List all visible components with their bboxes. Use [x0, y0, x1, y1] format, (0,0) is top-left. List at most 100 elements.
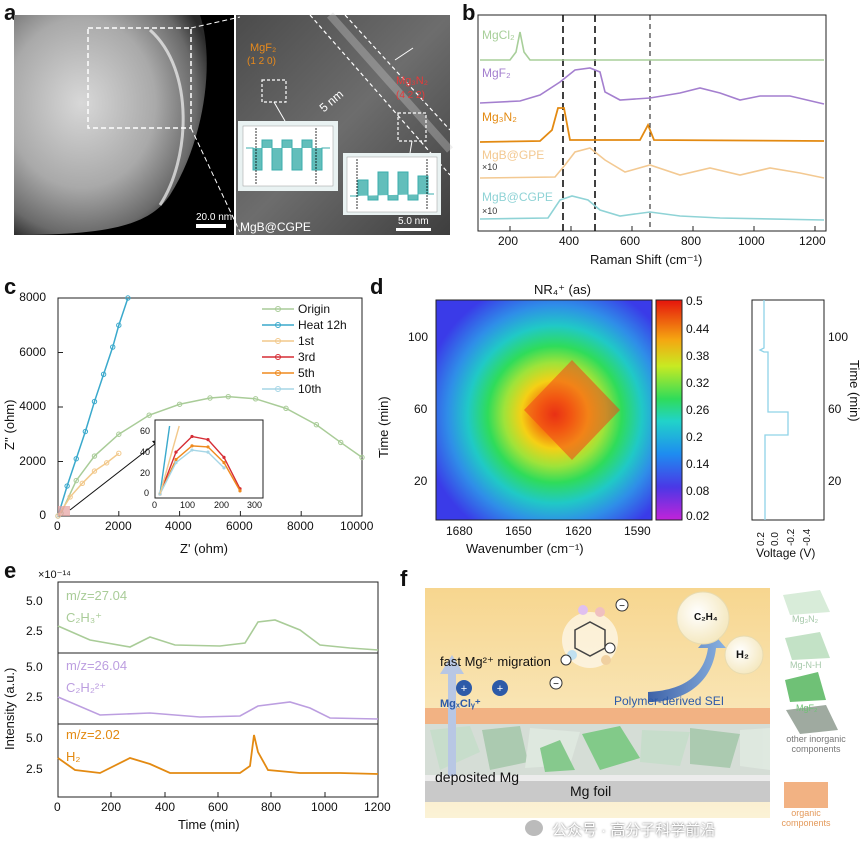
- e-trace-h2: [57, 734, 379, 775]
- c-series-point: [64, 483, 70, 489]
- e-name-c2h2: C₂H₂²⁺: [66, 680, 107, 695]
- mg3n2-plane: (4 2 2): [396, 90, 425, 101]
- c-inset-point: [222, 461, 226, 465]
- cbar-0.38: 0.38: [686, 349, 710, 363]
- legend-mgb-cgpe: MgB@CGPE: [482, 190, 553, 204]
- c-series-point: [313, 422, 320, 428]
- cbar-0.02: 0.02: [686, 509, 710, 523]
- svg-text:+: +: [497, 683, 503, 695]
- curved-arrow: [648, 632, 726, 702]
- sample-caption: MgB@CGPE: [240, 220, 311, 234]
- c-inset-xtick-0: 0: [152, 500, 158, 510]
- c-inset-point: [174, 461, 178, 465]
- raman-mgb-gpe: [479, 147, 825, 179]
- d-ytick-60: 60: [414, 402, 428, 416]
- e-xtick-400: 400: [155, 800, 176, 814]
- d-xtick-1590: 1590: [624, 524, 651, 538]
- b-xtick-1000: 1000: [738, 234, 765, 248]
- cation-icon: [456, 680, 472, 696]
- c-inset-ytick-20: 20: [140, 468, 151, 478]
- migration-arrow: [448, 670, 456, 776]
- e-ytick-25-b: 2.5: [26, 690, 43, 704]
- profile-inset-1: [242, 125, 334, 187]
- panel-label-f: f: [400, 566, 408, 591]
- c-inset-point: [222, 455, 226, 459]
- cation-icon-2: [492, 680, 508, 696]
- c-series-point: [359, 454, 365, 461]
- b-xtick-600: 600: [620, 234, 641, 248]
- panel-label-a: a: [4, 0, 17, 25]
- d-ytick-100: 100: [408, 330, 429, 344]
- c-inset-point: [206, 450, 210, 454]
- wechat-icon: [525, 820, 543, 836]
- h2-label: H₂: [736, 649, 749, 661]
- svg-text:+: +: [461, 683, 467, 695]
- polymer-molecule-icon: − −: [549, 598, 629, 690]
- c-series-line: [57, 297, 129, 517]
- sei-label: Polymer-derived SEI: [614, 694, 725, 708]
- cbar-0.26: 0.26: [686, 403, 710, 417]
- c-series-point: [91, 398, 98, 405]
- voltage-profile: [758, 300, 789, 520]
- c-xtick-6000: 6000: [226, 519, 253, 533]
- e-ytick-5-c: 5.0: [26, 731, 43, 745]
- c-legend-lines: [262, 306, 294, 392]
- f-legend-mgnh: Mg-N-H: [790, 660, 822, 670]
- raman-mg3n2: [479, 107, 825, 143]
- raman-mgb-cgpe: [479, 195, 825, 221]
- c-series-point: [100, 371, 107, 377]
- d-xlabel: Wavenumber (cm⁻¹): [466, 541, 584, 556]
- e-trace-c2h2: [57, 696, 379, 720]
- e-mz-27: m/z=27.04: [66, 588, 128, 603]
- deposited-label: deposited Mg: [435, 769, 520, 785]
- c-series-point: [110, 344, 116, 350]
- c-xtick-10000: 10000: [340, 519, 374, 533]
- mg-foil: [425, 778, 770, 802]
- e-xtick-800: 800: [261, 800, 282, 814]
- c-inset-point: [206, 445, 210, 449]
- c-inset-ytick-40: 40: [140, 447, 151, 457]
- migration-label: fast Mg²⁺ migration: [440, 654, 551, 669]
- f-legend-organic: organic components: [781, 808, 831, 828]
- c-series-point: [79, 480, 86, 486]
- e-xtick-1000: 1000: [311, 800, 338, 814]
- c-inset-series: [159, 435, 241, 495]
- c-inset-point: [238, 489, 242, 493]
- cbar-0.08: 0.08: [686, 484, 710, 498]
- legend-mgb-gpe: MgB@GPE: [482, 148, 545, 162]
- c-inset-point: [174, 450, 178, 454]
- c-xtick-8000: 8000: [287, 519, 314, 533]
- mgf2-plane: (1 2 0): [247, 56, 276, 67]
- d-xtick-1680: 1680: [446, 524, 473, 538]
- e-ytick-5-b: 5.0: [26, 660, 43, 674]
- cbar-0.2: 0.2: [686, 430, 703, 444]
- mgf2-annotation: MgF₂: [250, 42, 277, 54]
- c-series-point: [116, 450, 122, 457]
- c-inset-point: [174, 457, 178, 462]
- c-xtick-2000: 2000: [105, 519, 132, 533]
- profile-inset-2: [346, 156, 438, 213]
- e-ytick-25-a: 2.5: [26, 624, 43, 638]
- sei-layer: [425, 708, 770, 724]
- c-inset-xtick-200: 200: [214, 500, 230, 510]
- c-inset-series: [159, 445, 241, 495]
- raman-mgcl2: [480, 31, 824, 61]
- inset-nyquist: [154, 419, 264, 499]
- f-legend-inorganic: other inorganic components: [786, 734, 846, 754]
- watermark-text: 公众号 · 高分子科学前沿: [552, 822, 716, 839]
- panel-label-d: d: [370, 274, 384, 299]
- d-ytick-20: 20: [414, 474, 428, 488]
- mg3n2-annotation: Mg₃N₂: [396, 75, 428, 87]
- panel-label-c: c: [4, 274, 17, 299]
- e-mz-26: m/z=26.04: [66, 658, 128, 673]
- raman-mgf2: [479, 67, 825, 105]
- c-series-point: [252, 396, 259, 402]
- c-inset-xtick-300: 300: [247, 500, 263, 510]
- c-legend-origin: Origin: [298, 302, 331, 316]
- legend-mgcl2: MgCl₂: [482, 28, 515, 42]
- mgxcly-label: MgₓClᵧ⁺: [440, 698, 481, 710]
